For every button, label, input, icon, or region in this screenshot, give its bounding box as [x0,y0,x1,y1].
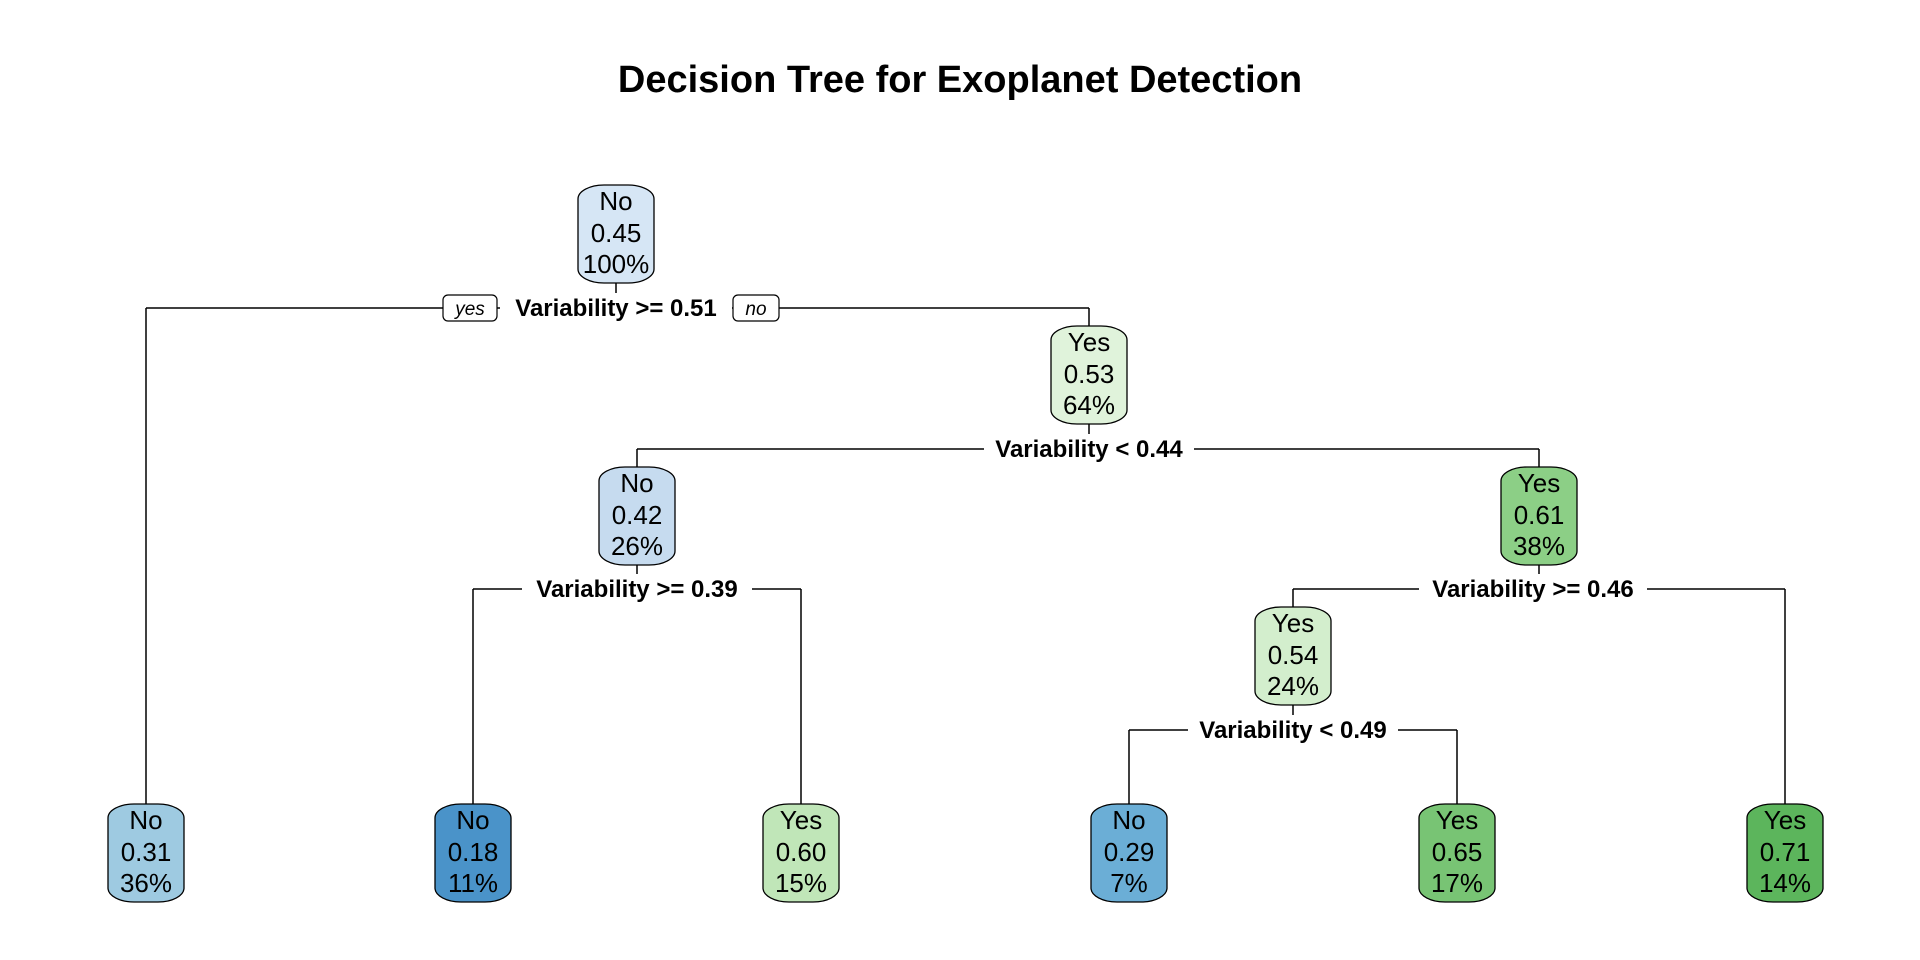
node-class-label: Yes [1068,327,1110,357]
node-percentage: 15% [775,868,827,898]
node-probability: 0.54 [1268,640,1319,670]
node-percentage: 17% [1431,868,1483,898]
split-condition: Variability < 0.49 [1199,717,1386,744]
node-percentage: 14% [1759,868,1811,898]
node-class-label: Yes [1272,608,1314,638]
split-label-bg [1188,715,1398,745]
node-percentage: 11% [448,868,498,898]
node-percentage: 38% [1513,531,1565,561]
node-box [1050,325,1128,425]
split-condition: Variability >= 0.39 [536,576,737,603]
node-class-label: No [456,805,489,835]
split-condition: Variability < 0.44 [995,436,1183,463]
split-label-bg [1419,574,1647,604]
node-probability: 0.65 [1432,837,1483,867]
node-class-label: No [620,468,653,498]
node-percentage: 100% [583,249,650,279]
node-class-label: No [129,805,162,835]
node-probability: 0.60 [776,837,827,867]
nodes-layer: No0.45100%Yes0.5364%No0.4226%Yes0.6138%Y… [107,184,1824,903]
split-condition: Variability >= 0.46 [1432,576,1633,603]
no-tag-box [732,294,780,322]
split-label-group: Variability >= 0.46 [1419,574,1647,604]
split-label-bg [522,574,752,604]
node-class-label: No [599,186,632,216]
node-box [1500,466,1578,566]
node-class-label: No [1112,805,1145,835]
node-probability: 0.42 [612,500,663,530]
split-label-group: Variability >= 0.39 [522,574,752,604]
node-box [577,184,655,284]
node-box [107,803,185,903]
node-class-label: Yes [1764,805,1806,835]
node-box [598,466,676,566]
tree-node: No0.297% [1090,803,1168,903]
node-box [1254,606,1332,706]
node-probability: 0.18 [448,837,499,867]
split-label-group: Variability < 0.44 [984,434,1194,464]
node-probability: 0.53 [1064,359,1115,389]
node-percentage: 36% [120,868,172,898]
diagram-title: Decision Tree for Exoplanet Detection [618,59,1302,101]
node-percentage: 64% [1063,390,1115,420]
node-box [1746,803,1824,903]
node-box [434,803,512,903]
no-tag: no [745,299,766,320]
split-label-bg [500,293,732,323]
node-probability: 0.29 [1104,837,1155,867]
node-class-label: Yes [1436,805,1478,835]
node-box [1418,803,1496,903]
split-label-bg [984,434,1194,464]
node-box [1090,803,1168,903]
node-probability: 0.31 [121,837,172,867]
node-class-label: Yes [780,805,822,835]
node-probability: 0.61 [1514,500,1565,530]
node-percentage: 7% [1110,868,1148,898]
node-percentage: 24% [1267,671,1319,701]
node-probability: 0.71 [1760,837,1811,867]
split-label-group: Variability >= 0.51 yes no [442,293,780,323]
yes-tag-box [442,294,498,322]
split-label-group: Variability < 0.49 [1188,715,1398,745]
node-class-label: Yes [1518,468,1560,498]
splits-layer: Variability >= 0.51 yes no Variability < 0.… [442,293,1647,745]
node-box [762,803,840,903]
node-probability: 0.45 [591,218,642,248]
split-condition: Variability >= 0.51 [515,295,716,322]
node-percentage: 26% [611,531,663,561]
yes-tag: yes [453,299,485,320]
